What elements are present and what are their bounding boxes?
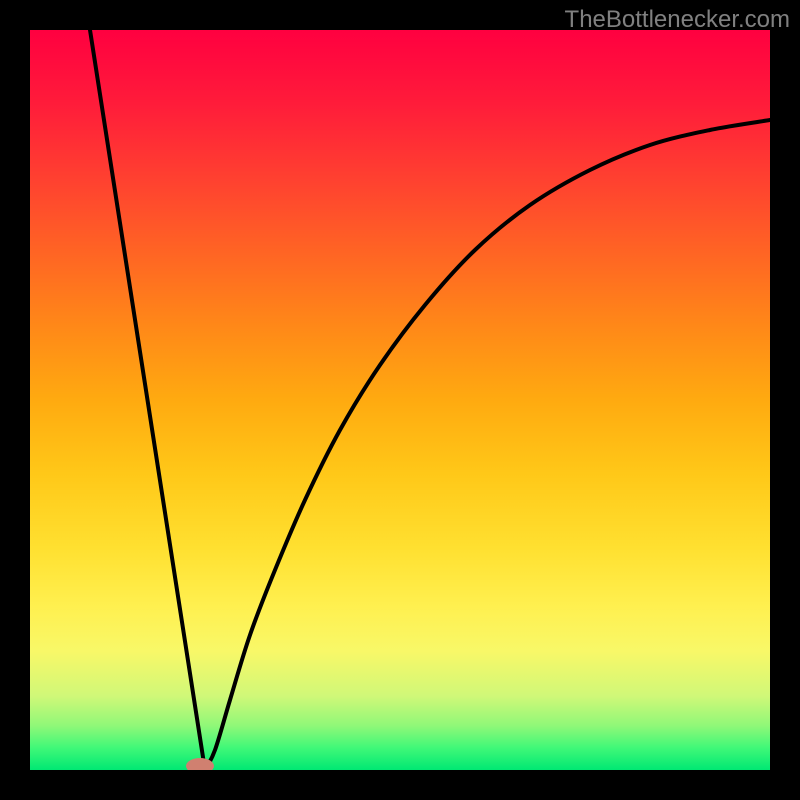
chart-plot-area: [30, 30, 770, 770]
watermark-text: TheBottlenecker.com: [565, 6, 790, 34]
bump-marker: [186, 758, 214, 770]
curve-layer: [30, 30, 770, 770]
bottleneck-curve: [90, 30, 770, 770]
